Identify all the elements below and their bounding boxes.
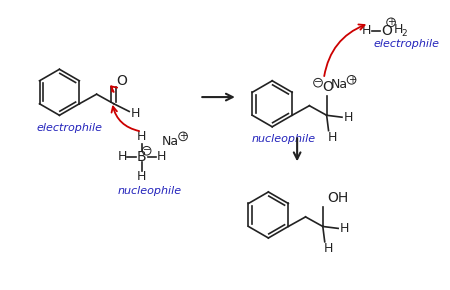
Text: +: + [179, 131, 187, 141]
Text: +: + [387, 17, 395, 27]
Text: O: O [381, 24, 392, 38]
Text: H: H [328, 131, 337, 144]
Text: Na: Na [162, 135, 179, 148]
Text: O: O [116, 74, 127, 88]
Text: H: H [118, 150, 127, 163]
Text: O: O [322, 79, 333, 94]
Text: −: − [314, 77, 322, 87]
Text: electrophile: electrophile [374, 39, 440, 49]
Text: nucleophile: nucleophile [118, 186, 182, 196]
Text: H: H [131, 107, 140, 120]
Text: electrophile: electrophile [36, 123, 103, 133]
Text: H: H [324, 242, 333, 255]
Text: H: H [361, 24, 371, 37]
Text: 2: 2 [402, 29, 407, 38]
Text: −: − [143, 146, 151, 155]
Text: H: H [137, 130, 147, 143]
Text: OH: OH [328, 191, 349, 205]
Text: nucleophile: nucleophile [252, 134, 316, 144]
Text: H: H [156, 150, 166, 163]
Text: Na: Na [331, 78, 348, 91]
Text: H: H [394, 23, 403, 37]
Text: B: B [137, 150, 147, 164]
Text: H: H [340, 222, 350, 235]
Text: H: H [344, 111, 353, 124]
Text: H: H [137, 170, 147, 183]
Text: +: + [347, 75, 356, 84]
